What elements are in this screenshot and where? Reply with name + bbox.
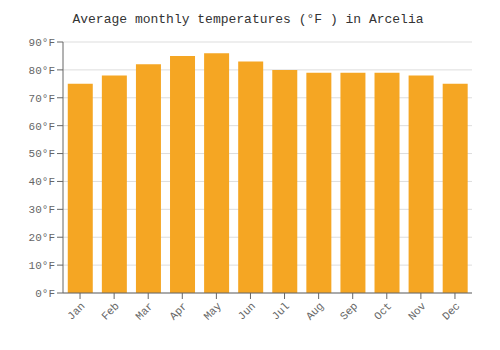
svg-text:Aug: Aug <box>304 300 326 322</box>
svg-text:May: May <box>202 300 225 323</box>
svg-text:Jan: Jan <box>65 300 87 322</box>
svg-text:Mar: Mar <box>133 300 155 322</box>
svg-text:Jul: Jul <box>270 300 292 322</box>
svg-text:0°F: 0°F <box>35 288 55 300</box>
svg-text:50°F: 50°F <box>29 148 55 160</box>
svg-text:20°F: 20°F <box>29 232 55 244</box>
svg-text:Feb: Feb <box>99 300 121 322</box>
svg-text:90°F: 90°F <box>29 37 55 49</box>
svg-text:30°F: 30°F <box>29 204 55 216</box>
svg-text:80°F: 80°F <box>29 65 55 77</box>
svg-text:Nov: Nov <box>406 300 429 323</box>
svg-text:Dec: Dec <box>440 300 462 322</box>
svg-text:Oct: Oct <box>372 300 394 322</box>
svg-text:10°F: 10°F <box>29 260 55 272</box>
svg-text:Jun: Jun <box>236 300 258 322</box>
html-text:Average monthly temperatures (: Average monthly temperatures (°F ) in Ar… <box>72 12 424 27</box>
svg-text:Sep: Sep <box>338 300 360 322</box>
svg-text:40°F: 40°F <box>29 176 55 188</box>
svg-text:Apr: Apr <box>167 300 189 322</box>
svg-text:60°F: 60°F <box>29 121 55 133</box>
svg-text:70°F: 70°F <box>29 93 55 105</box>
